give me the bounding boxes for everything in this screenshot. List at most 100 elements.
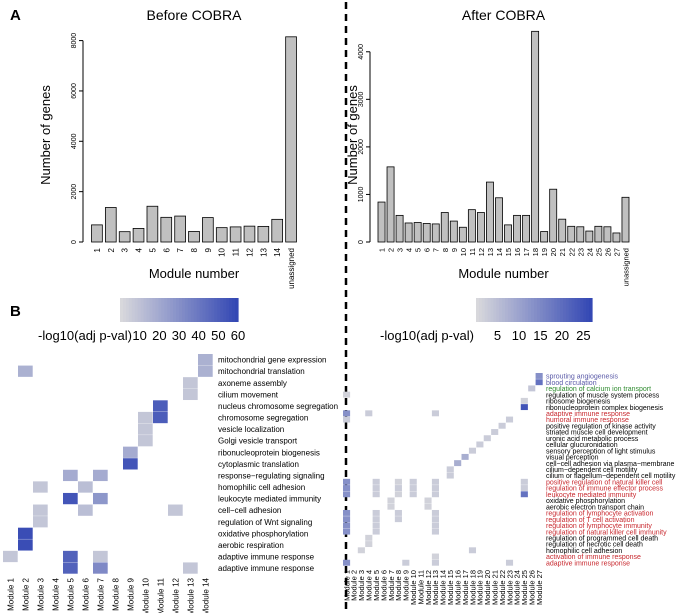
- before-heat-cell: [93, 550, 108, 563]
- after-heat-legend-swatch: [476, 298, 480, 322]
- after-heat-cell: [491, 429, 499, 435]
- after-heat-column-label: Module 13: [431, 570, 440, 605]
- after-heat-row-label: activation of immune response: [546, 554, 641, 561]
- before-bar-category-label: 3: [121, 247, 130, 252]
- after-heat-legend-swatch: [505, 298, 509, 322]
- after-bar-category-label: 20: [549, 248, 558, 256]
- after-bar-bar: [449, 220, 458, 243]
- after-heat-cell: [498, 422, 506, 429]
- after-heat-column-label: Module 8: [394, 570, 403, 601]
- before-heat-cell: [123, 446, 138, 458]
- before-heat-cell: [168, 504, 183, 516]
- after-bar-category-label: 6: [423, 248, 432, 252]
- after-heat-cell: [505, 416, 514, 423]
- after-heat-row-label: regulation of lymphocyte immunity: [546, 523, 652, 530]
- after-heat-legend-swatch: [522, 298, 526, 322]
- after-heat-legend-swatch: [577, 298, 581, 322]
- after-heat-cell: [343, 416, 351, 423]
- before-heat-legend-swatch: [158, 298, 162, 322]
- after-heat-cell: [343, 485, 351, 491]
- before-heat-row-label: leukocyte mediated immunity: [218, 495, 321, 504]
- before-heat-row-label: aerobic respiration: [218, 541, 284, 550]
- after-bar-bar: [467, 209, 476, 243]
- before-heat-legend-swatch: [149, 298, 154, 322]
- before-bar-category-label: 14: [273, 247, 282, 256]
- before-heat-cell: [153, 411, 168, 424]
- before-heat-legend-swatch: [173, 298, 177, 322]
- after-heat-legend-tick-label: 15: [533, 328, 547, 343]
- before-bar-bar: [215, 227, 228, 243]
- before-heat-cell: [63, 492, 78, 505]
- after-bar-bar: [612, 232, 621, 243]
- after-heat-legend-swatch: [580, 298, 584, 322]
- after-heat-legend-swatch: [496, 298, 500, 322]
- before-heat-legend-swatch: [214, 298, 218, 322]
- before-bar-category-label: 4: [135, 247, 144, 252]
- before-heat-legend-swatch: [235, 298, 239, 322]
- after-heat-column-label: Module 9: [402, 570, 411, 601]
- after-heat-row-label: adaptive immune response: [546, 560, 630, 567]
- after-heat-cell: [468, 447, 477, 454]
- before-heat-row-label: ribonucleoprotein biogenesis: [218, 448, 320, 457]
- before-heat-cell: [3, 550, 18, 563]
- before-heat-cell: [33, 481, 48, 493]
- before-heat-legend-tick-label: 40: [191, 328, 205, 343]
- after-heat-cell: [431, 410, 439, 417]
- after-heat-legend-swatch: [548, 298, 552, 322]
- after-heat-row-label: positive regulation of kinase activity: [546, 423, 656, 430]
- before-heat-cell: [18, 365, 33, 377]
- after-heat-cell: [424, 497, 432, 504]
- before-heat-legend-swatch: [120, 298, 124, 322]
- after-bar-category-label: 12: [477, 248, 486, 256]
- before-heat-legend-swatch: [137, 298, 142, 322]
- after-heat-legend-swatch: [528, 298, 532, 322]
- after-bar-bar: [395, 214, 404, 243]
- after-heat-cell: [394, 516, 402, 523]
- after-heat-cell: [528, 385, 536, 392]
- after-heat-cell: [431, 522, 439, 529]
- after-heat-cell: [387, 503, 395, 510]
- after-bar-bar: [386, 166, 395, 243]
- before-bar-x-label: Module number: [149, 266, 240, 281]
- before-heat-legend-tick-label: 10: [132, 328, 146, 343]
- after-bar-bar: [513, 214, 521, 243]
- after-heat-cell: [343, 478, 351, 485]
- before-heat-column-label: Module 13: [186, 577, 195, 613]
- after-heat-legend-swatch: [563, 298, 567, 322]
- before-heat-column-label: Module 8: [111, 577, 120, 610]
- before-bar-category-label: 10: [218, 247, 227, 256]
- before-heat-row-label: mitochondrial gene expression: [218, 356, 327, 365]
- before-heat-cell: [183, 377, 198, 389]
- before-bar-y-tick-label: 4000: [71, 133, 78, 149]
- after-heat-cell: [343, 410, 351, 417]
- before-heat-legend-swatch: [179, 298, 183, 322]
- after-heat-row-label: uronic acid metabolic process: [546, 436, 639, 443]
- before-heat-legend-tick-label: 60: [231, 328, 245, 343]
- before-bar-category-label: 5: [148, 247, 157, 252]
- before-bar-category-label: unassigned: [287, 248, 296, 289]
- after-heat-legend-swatch: [574, 298, 579, 322]
- after-heat-column-label: Module 15: [446, 570, 455, 605]
- before-bar-bar: [132, 228, 145, 243]
- after-heat-legend-swatch: [539, 298, 544, 322]
- before-bar-y-tick-label: 8000: [71, 33, 78, 49]
- before-heat-column-label: Module 3: [36, 577, 45, 610]
- after-heat-cell: [343, 528, 351, 535]
- before-heat-row-label: adaptive immune response: [218, 564, 315, 573]
- after-heat-cell: [343, 509, 351, 516]
- before-heat-legend-swatch: [181, 298, 186, 322]
- after-heat-cell: [409, 485, 417, 491]
- after-heat-row-label: regulation of calcium ion transport: [546, 386, 651, 393]
- after-heat-legend-swatch: [560, 298, 564, 322]
- after-heat-cell: [535, 373, 543, 379]
- before-heat-legend-swatch: [125, 298, 130, 322]
- after-bar-chart: After COBRA 0 1000 2000 3000 4000 Number of ge…: [345, 7, 630, 286]
- before-bar-category-label: 7: [176, 247, 185, 252]
- after-heat-legend-swatch: [568, 298, 573, 322]
- after-heat-legend-swatch: [557, 298, 561, 322]
- after-heat-row-label: regulation of natural killer cell immuni…: [546, 529, 667, 536]
- after-heat-legend-swatch: [536, 298, 541, 322]
- after-bar-y-tick-label: 4000: [358, 44, 365, 60]
- after-heat-cell: [431, 478, 439, 485]
- after-heat-cell: [454, 460, 462, 467]
